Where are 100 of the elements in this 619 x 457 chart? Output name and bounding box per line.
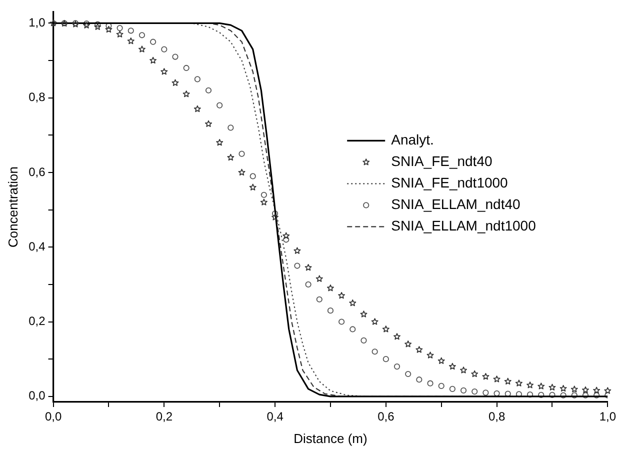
point — [260, 198, 268, 206]
point — [116, 30, 124, 38]
legend-label: SNIA_ELLAM_ndt40 — [391, 196, 521, 212]
point — [460, 387, 467, 394]
point — [372, 348, 378, 355]
point — [560, 392, 566, 398]
point — [571, 392, 578, 398]
legend-label: Analyt. — [391, 132, 434, 148]
point — [349, 299, 356, 306]
point — [238, 150, 245, 157]
point — [326, 284, 334, 292]
point — [227, 154, 234, 161]
point — [228, 124, 234, 131]
point — [526, 382, 534, 388]
point — [138, 46, 146, 52]
x-tick-label: 0,6 — [378, 410, 395, 424]
point — [316, 275, 323, 282]
y-tick-label: 0,2 — [28, 314, 46, 328]
point — [338, 292, 346, 299]
point — [448, 362, 456, 370]
point — [150, 38, 156, 45]
point — [438, 357, 445, 364]
legend-label: SNIA_ELLAM_ndt1000 — [391, 218, 536, 234]
point — [526, 391, 534, 398]
point — [549, 392, 556, 398]
y-tick-label: 0,4 — [28, 239, 46, 254]
point — [538, 392, 544, 398]
point — [327, 308, 334, 314]
point — [160, 68, 168, 75]
point — [604, 387, 612, 394]
point — [238, 168, 246, 176]
point — [360, 310, 368, 318]
legend-label: SNIA_FE_ndt40 — [391, 153, 492, 170]
point — [394, 363, 400, 370]
point — [494, 390, 500, 396]
point — [504, 378, 512, 385]
point — [260, 192, 267, 198]
x-tick-label: 0,8 — [488, 410, 506, 424]
point — [515, 380, 522, 386]
point — [416, 346, 423, 353]
point — [105, 26, 112, 33]
y-tick-label: 0,6 — [28, 164, 46, 179]
point — [471, 370, 478, 378]
point — [482, 390, 489, 396]
point — [127, 37, 134, 44]
point — [150, 56, 157, 64]
point — [282, 232, 290, 239]
point — [548, 384, 556, 390]
point — [416, 376, 422, 383]
point — [404, 340, 412, 348]
point — [182, 90, 190, 98]
point — [194, 105, 201, 112]
point — [128, 28, 134, 34]
y-tick-label: 0,8 — [28, 90, 46, 104]
point — [460, 366, 468, 374]
point — [338, 318, 345, 325]
point — [272, 210, 278, 217]
y-tick-label: 1,0 — [28, 16, 46, 30]
point — [382, 326, 390, 332]
point — [538, 382, 545, 390]
x-axis-title: Distance (m) — [294, 430, 368, 446]
point — [205, 87, 212, 94]
point — [382, 356, 389, 362]
point — [449, 386, 456, 392]
point — [472, 388, 478, 395]
point — [582, 392, 589, 398]
point — [283, 236, 290, 243]
point — [582, 386, 589, 394]
point — [294, 262, 300, 269]
point — [250, 173, 256, 180]
point — [172, 54, 178, 60]
legend-label: SNIA_FE_ndt1000 — [391, 174, 508, 191]
point — [594, 392, 600, 398]
y-axis-title: Concentration — [5, 166, 20, 248]
point — [94, 23, 102, 30]
point — [493, 376, 500, 382]
point — [371, 318, 378, 325]
point — [172, 79, 179, 86]
x-tick-label: 0,0 — [44, 410, 62, 424]
x-tick-label: 0,4 — [266, 410, 284, 424]
point — [350, 326, 356, 332]
point — [305, 281, 312, 288]
point — [304, 264, 312, 271]
point — [294, 247, 301, 254]
x-tick-label: 1,0 — [599, 410, 616, 424]
point — [405, 370, 412, 378]
point — [249, 184, 256, 190]
point — [138, 32, 146, 38]
point — [482, 372, 490, 380]
y-tick-label: 0,0 — [28, 388, 46, 403]
point — [216, 102, 223, 108]
point — [438, 382, 444, 389]
point — [560, 384, 567, 392]
point — [593, 386, 600, 394]
point — [360, 337, 367, 344]
point — [216, 138, 224, 146]
point — [272, 214, 279, 220]
point — [161, 46, 168, 52]
point — [394, 333, 400, 340]
point — [194, 76, 200, 82]
